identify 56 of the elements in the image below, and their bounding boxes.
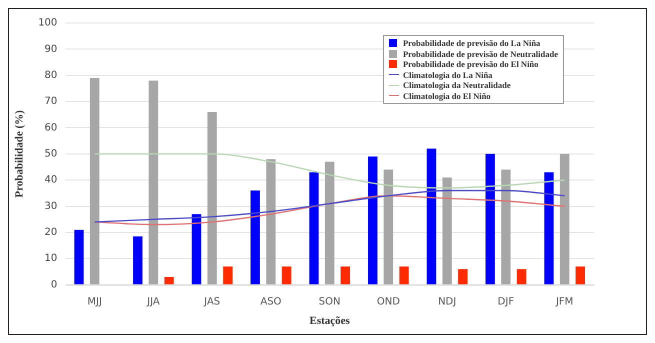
bar	[560, 154, 570, 284]
x-tick-label: JFM	[554, 296, 574, 308]
bar	[486, 154, 495, 284]
legend-label: Probabilidade de previsão do El Niño	[402, 59, 538, 70]
y-tick-label: 40	[44, 174, 58, 186]
y-tick-label: 10	[44, 253, 58, 264]
bar	[207, 112, 217, 284]
bar	[576, 266, 585, 284]
y-tick-label: 70	[44, 96, 58, 108]
bar	[282, 266, 292, 284]
bar	[544, 172, 554, 284]
x-tick-label: OND	[376, 296, 400, 308]
y-tick-label: 60	[44, 122, 58, 134]
legend-label: Probabilidade de previsão do La Niña	[402, 38, 540, 48]
bar	[340, 266, 350, 284]
y-axis-title: Probabilidade (%)	[13, 110, 26, 198]
bar	[133, 236, 142, 284]
bar	[266, 159, 276, 284]
x-tick-label: DJF	[498, 296, 514, 308]
y-tick-label: 90	[44, 44, 58, 55]
bar	[399, 266, 409, 284]
bar	[426, 148, 436, 284]
bar	[223, 266, 233, 284]
bar	[250, 190, 260, 284]
legend-label: Climatologia do El Niño	[402, 90, 491, 101]
x-tick-label: ASO	[260, 296, 282, 308]
bar	[516, 269, 526, 284]
legend-label: Climatologia da Neutralidade	[402, 80, 511, 90]
bar	[442, 177, 452, 284]
bar	[148, 80, 158, 284]
x-tick-label: JAS	[203, 296, 220, 308]
bar	[309, 172, 319, 284]
legend-label: Probabilidade de previsão de Neutralidade	[402, 48, 558, 59]
bar	[324, 162, 334, 284]
bar	[384, 170, 394, 284]
y-tick-label: 30	[44, 200, 58, 212]
y-tick-label: 80	[44, 70, 58, 81]
x-tick-label: NDJ	[438, 296, 456, 308]
bar	[458, 269, 468, 284]
bar	[74, 230, 84, 284]
y-tick-label: 20	[44, 227, 58, 238]
x-tick-label: MJJ	[87, 296, 102, 308]
x-tick-label: JJA	[146, 296, 160, 308]
line-series	[94, 153, 566, 189]
bar	[368, 156, 378, 284]
y-tick-label: 50	[44, 148, 58, 160]
bar	[164, 276, 174, 284]
legend-label: Climatologia do La Niña	[402, 70, 492, 80]
y-tick-label: 100	[38, 18, 58, 29]
bar	[192, 214, 202, 284]
bar	[501, 170, 511, 284]
y-tick-label: 0	[50, 279, 58, 290]
x-axis-title: Estações	[309, 315, 351, 328]
bar	[90, 78, 100, 284]
line-series	[94, 190, 566, 223]
x-tick-label: SON	[318, 296, 340, 308]
